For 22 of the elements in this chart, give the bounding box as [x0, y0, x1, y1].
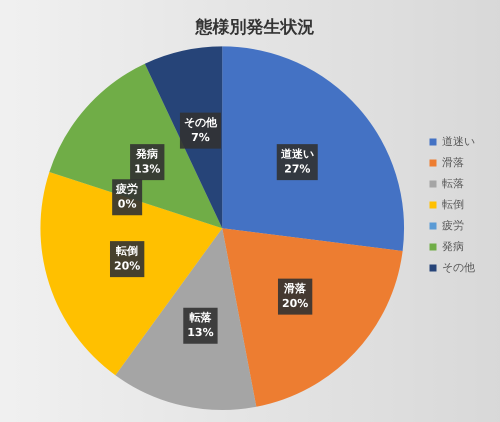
slice-label: 滑落 [283, 282, 308, 296]
text: 0% [118, 198, 136, 211]
data-label: 7% [191, 130, 210, 144]
category-label: 疲労 [116, 182, 138, 196]
slice-label: 転落 [188, 311, 212, 324]
data-label: 13% [187, 326, 214, 340]
slice-label: その他 [184, 116, 218, 129]
data-label: 13% [134, 162, 160, 176]
slice-label: 道迷い [280, 147, 314, 160]
data-label: 27% [284, 162, 310, 176]
legend-label: 道迷い [442, 134, 475, 148]
data-label: 20% [114, 259, 140, 272]
legend-label: その他 [442, 260, 475, 274]
legend-label: 発病 [442, 240, 464, 253]
slice-label: 発病 [135, 147, 158, 160]
legend-label: 疲労 [442, 218, 464, 232]
data-label: 20% [282, 297, 308, 310]
legend-label: 転倒 [442, 198, 464, 211]
legend-label: 滑落 [442, 156, 464, 169]
chart-title: 態様別発生状況 [194, 18, 314, 37]
legend-label: 転落 [442, 176, 464, 190]
slice-label: 転倒 [115, 244, 138, 258]
